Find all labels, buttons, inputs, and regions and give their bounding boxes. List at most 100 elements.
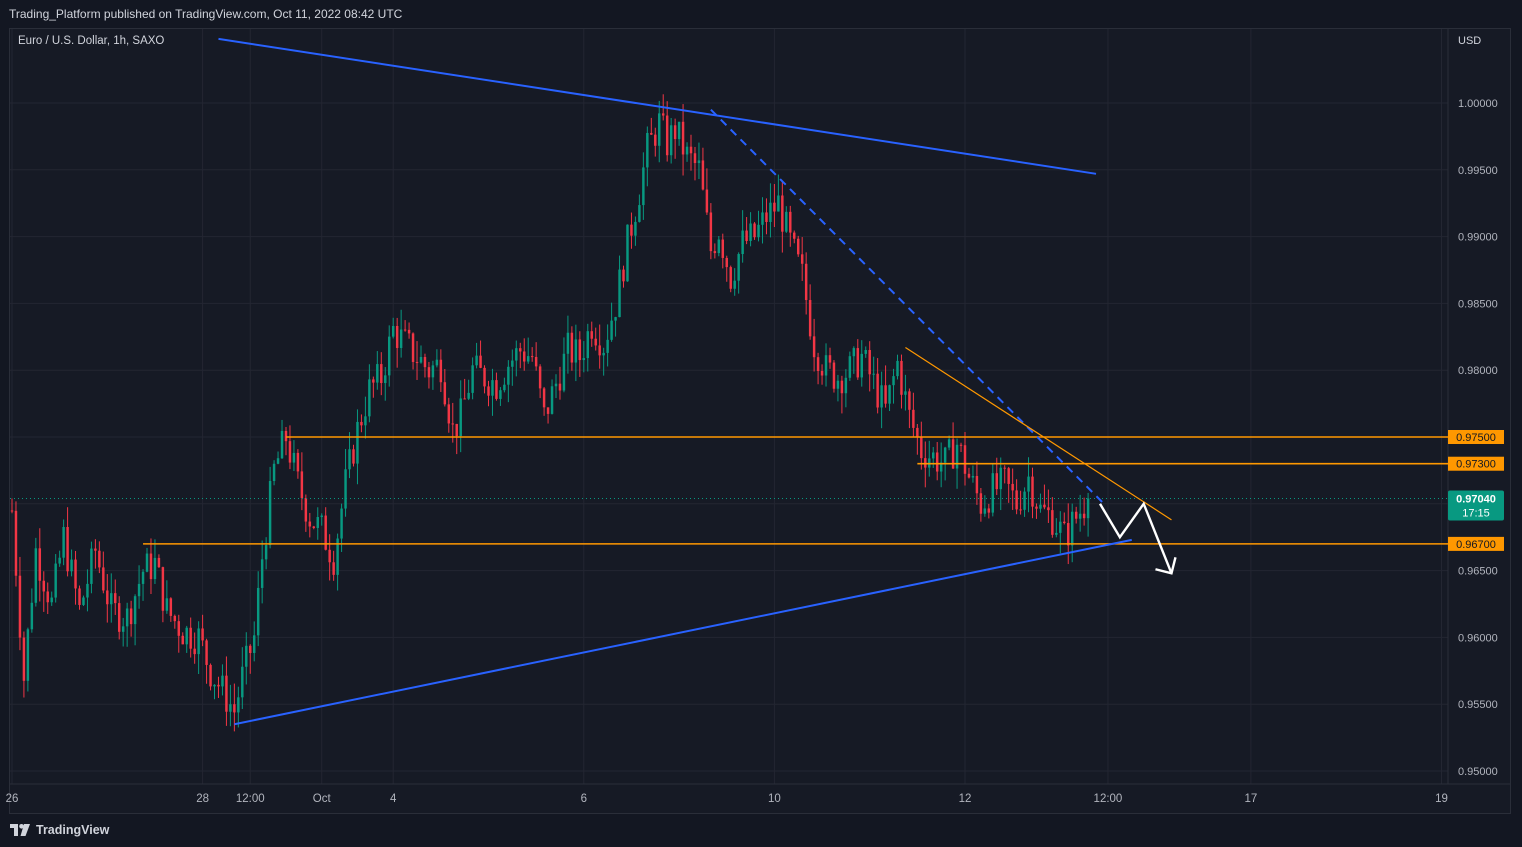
candle-body — [391, 325, 395, 337]
candle-body — [340, 508, 343, 539]
candle-body — [38, 548, 42, 581]
candle-body — [594, 338, 597, 346]
time-tick-label: 19 — [1435, 793, 1448, 805]
trendline[interactable] — [218, 37, 1097, 175]
time-tick-label: 17 — [1245, 793, 1258, 805]
candle-body — [562, 353, 566, 391]
candle-body — [233, 704, 236, 713]
horizontal-levels[interactable] — [10, 436, 1448, 545]
price-tick-label: 0.95500 — [1458, 699, 1498, 711]
candle-body — [117, 603, 121, 632]
candle-body — [828, 355, 832, 363]
currency-label: USD — [1458, 35, 1482, 47]
price-tick-label: 1.00000 — [1458, 98, 1498, 110]
candle-body — [920, 436, 923, 459]
trendline[interactable] — [710, 108, 1105, 505]
candle-body — [812, 336, 816, 358]
candle-body — [789, 211, 792, 233]
price-tick-label: 0.95000 — [1458, 766, 1498, 778]
candle-body — [372, 379, 375, 383]
candle-body — [209, 664, 212, 687]
candle-body — [237, 697, 240, 713]
candle-body — [58, 557, 61, 564]
candle-body — [193, 648, 196, 655]
candle-body — [304, 497, 308, 522]
candle-body — [963, 445, 967, 474]
candle-body — [46, 591, 49, 603]
candle-body — [773, 202, 776, 212]
trendline[interactable] — [234, 538, 1132, 726]
projection-arrowhead[interactable] — [1155, 556, 1177, 575]
candle-body — [26, 629, 30, 681]
candle-body — [729, 267, 732, 289]
candle-body — [443, 382, 447, 405]
candle-body — [507, 366, 510, 385]
footer-bar — [0, 815, 1522, 847]
candle-body — [157, 557, 161, 568]
candle-body — [638, 205, 641, 222]
candle-body — [427, 367, 431, 378]
candle-body — [90, 548, 93, 584]
level-price-tag — [1448, 456, 1504, 471]
candle-body — [292, 452, 296, 463]
candle-body — [348, 449, 351, 470]
candle-body — [411, 333, 415, 362]
publish-info-text: Trading_Platform published on TradingVie… — [9, 7, 403, 21]
trendline[interactable] — [905, 346, 1172, 521]
time-tick-label: 26 — [6, 793, 19, 805]
candle-body — [681, 121, 685, 155]
candle-body — [554, 383, 558, 387]
candle-body — [86, 583, 89, 598]
candle-body — [201, 628, 204, 641]
candle-body — [503, 384, 506, 391]
time-axis[interactable]: 26 28 12:00 Oct 4 6 10 12 12:00 17 19 — [6, 793, 1448, 805]
candle-body — [276, 458, 280, 464]
tradingview-logo[interactable]: TradingView — [10, 822, 109, 838]
level-price-label: 0.97300 — [1456, 459, 1496, 471]
candle-body — [566, 332, 570, 354]
candle-body — [1027, 476, 1030, 492]
candle-body — [419, 357, 423, 363]
time-tick-label: 12:00 — [236, 793, 265, 805]
candle-body — [924, 458, 927, 468]
candle-body — [98, 550, 101, 568]
chart-pane[interactable] — [9, 28, 1511, 814]
price-tick-label: 0.96000 — [1458, 632, 1498, 644]
candle-body — [225, 675, 228, 712]
trendlines[interactable] — [218, 37, 1172, 726]
candle-body — [932, 452, 935, 459]
candle-body — [106, 590, 109, 605]
candle-body — [610, 320, 613, 340]
candle-body — [1082, 513, 1086, 519]
candle-body — [395, 325, 399, 348]
candle-body — [955, 444, 959, 469]
candle-body — [102, 567, 105, 591]
candle-body — [205, 640, 208, 665]
candle-body — [793, 232, 796, 239]
tradingview-logo-text: TradingView — [36, 823, 110, 837]
candle-body — [995, 473, 998, 490]
candle-body — [979, 493, 983, 514]
candle-body — [217, 684, 220, 687]
candle-body — [856, 348, 860, 378]
price-axis[interactable]: 1.00000 0.99500 0.99000 0.98500 0.98000 0.975… — [1448, 98, 1504, 778]
candle-body — [229, 704, 232, 712]
symbol-label[interactable]: Euro / U.S. Dollar, 1h, SAXO — [18, 35, 165, 47]
candle-body — [602, 352, 605, 356]
candle-body — [1007, 468, 1010, 484]
candle-body — [1074, 511, 1078, 519]
projection-arrow[interactable] — [1098, 501, 1177, 575]
candle-body — [308, 521, 312, 527]
candle-body — [133, 596, 137, 625]
candle-body — [749, 223, 752, 242]
candle-body — [832, 362, 836, 389]
candle-body — [30, 602, 34, 630]
candle-body — [852, 348, 856, 357]
time-tick-label: 28 — [196, 793, 209, 805]
candle-body — [892, 376, 895, 386]
candle-body — [1055, 532, 1058, 535]
candle-body — [1011, 483, 1014, 491]
projection-path[interactable] — [1098, 501, 1173, 574]
candle-body — [582, 358, 586, 361]
